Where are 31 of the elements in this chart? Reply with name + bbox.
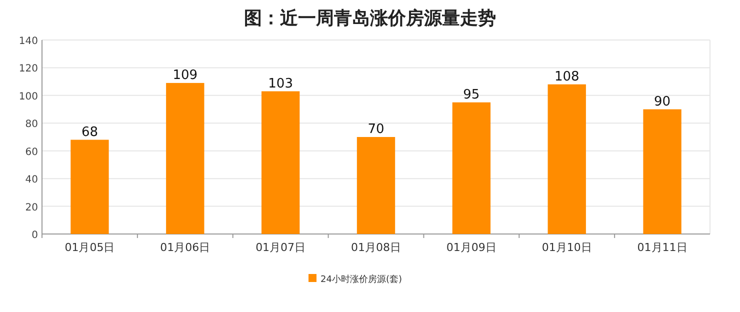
bar bbox=[548, 84, 586, 234]
x-tick-label: 01月11日 bbox=[637, 241, 688, 254]
x-tick-label: 01月09日 bbox=[446, 241, 496, 254]
data-label: 68 bbox=[81, 124, 98, 140]
bar bbox=[452, 102, 491, 234]
legend-label: 24小时涨价房源(套) bbox=[320, 274, 402, 285]
bar bbox=[70, 140, 109, 234]
y-tick-label: 80 bbox=[25, 119, 38, 130]
title: 图：近一周青岛涨价房源量走势 bbox=[244, 8, 496, 29]
data-label: 108 bbox=[554, 69, 580, 84]
y-tick-label: 60 bbox=[25, 146, 38, 158]
y-tick-label: 40 bbox=[25, 174, 38, 186]
x-tick-label: 01月10日 bbox=[542, 241, 592, 254]
data-label: 70 bbox=[368, 122, 384, 137]
x-tick-label: 01月06日 bbox=[160, 241, 210, 254]
bar bbox=[166, 82, 204, 234]
y-tick-label: 20 bbox=[25, 202, 38, 214]
x-tick-label: 01月07日 bbox=[256, 241, 306, 254]
bar bbox=[356, 137, 396, 234]
bar bbox=[643, 109, 682, 234]
y-tick-label: 0 bbox=[32, 230, 38, 241]
y-tick-label: 100 bbox=[18, 91, 38, 102]
data-label: 103 bbox=[268, 76, 293, 92]
data-label: 90 bbox=[654, 94, 671, 110]
y-tick-label: 120 bbox=[18, 64, 38, 75]
bar bbox=[261, 91, 300, 234]
x-tick-label: 01月05日 bbox=[64, 241, 115, 254]
data-label: 95 bbox=[463, 87, 480, 102]
data-label: 109 bbox=[172, 68, 198, 83]
y-tick-label: 140 bbox=[18, 36, 38, 47]
x-tick-label: 01月08日 bbox=[351, 241, 401, 254]
